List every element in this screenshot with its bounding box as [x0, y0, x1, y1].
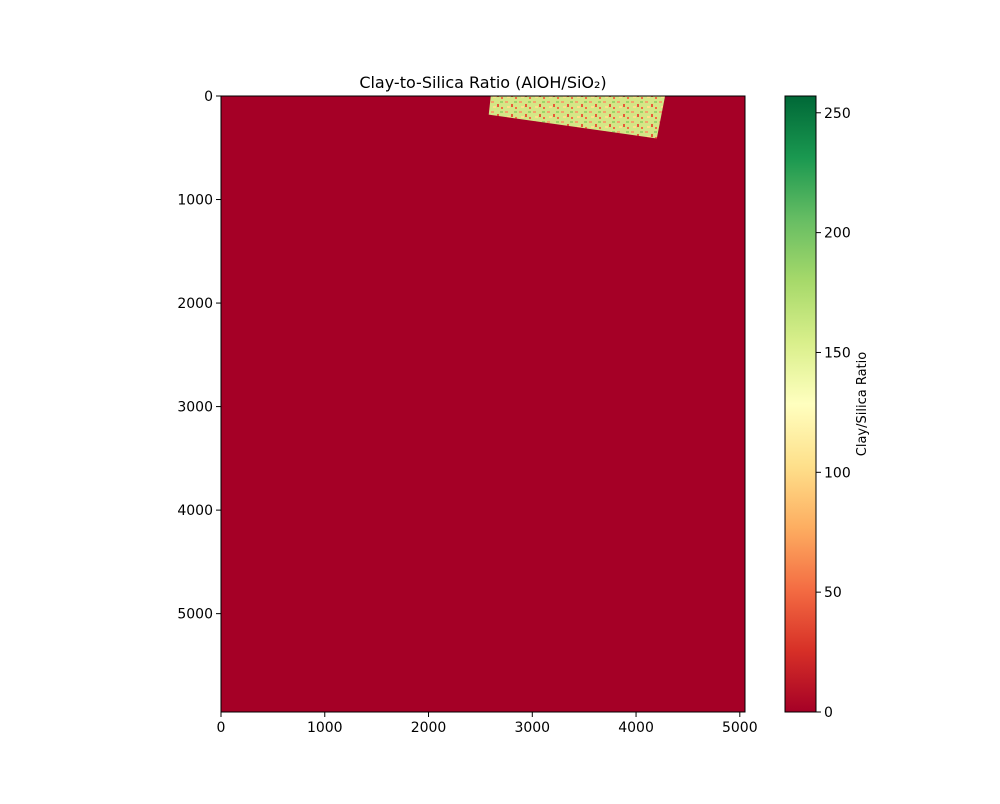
plot-frame [220, 95, 746, 713]
colorbar-tick-label: 50 [824, 585, 842, 601]
x-tick-label: 1000 [307, 720, 343, 736]
y-tick-label: 5000 [177, 607, 213, 623]
y-axis: 0 1000 2000 3000 4000 5000 [177, 89, 221, 623]
colorbar-tick-label: 250 [824, 106, 851, 122]
colorbar-ticks: 0 50 100 150 200 250 [816, 106, 851, 721]
colorbar-label: Clay/Silica Ratio [855, 352, 870, 456]
colorbar-tick-label: 100 [824, 465, 851, 481]
plot-area [220, 95, 746, 713]
y-tick-label: 0 [204, 89, 213, 105]
x-axis: 0 1000 2000 3000 4000 5000 [217, 712, 758, 736]
y-tick-label: 2000 [177, 296, 213, 312]
colorbar-gradient [784, 95, 817, 713]
x-tick-label: 0 [217, 720, 226, 736]
y-tick-label: 4000 [177, 503, 213, 519]
x-tick-label: 3000 [514, 720, 550, 736]
x-tick-label: 4000 [618, 720, 654, 736]
y-tick-label: 3000 [177, 400, 213, 416]
chart-title: Clay-to-Silica Ratio (AlOH/SiO₂) [359, 73, 606, 92]
x-tick-label: 5000 [722, 720, 758, 736]
heatmap-background [221, 96, 745, 712]
colorbar: 0 50 100 150 200 250 Clay/Silica Ratio [784, 95, 870, 721]
y-tick-label: 1000 [177, 193, 213, 209]
x-tick-label: 2000 [411, 720, 447, 736]
colorbar-tick-label: 0 [824, 705, 833, 721]
valid-data-region [488, 96, 666, 139]
colorbar-tick-label: 150 [824, 345, 851, 361]
colorbar-tick-label: 200 [824, 226, 851, 242]
